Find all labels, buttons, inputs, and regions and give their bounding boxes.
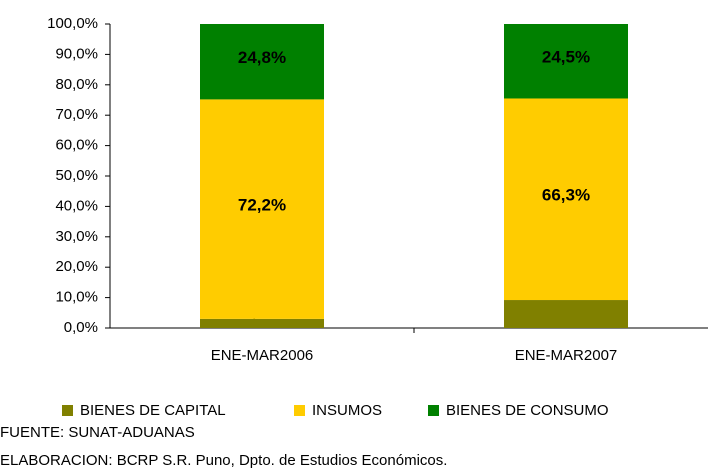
- y-tick-label: 80,0%: [55, 76, 98, 93]
- source-note: FUENTE: SUNAT-ADUANAS: [0, 424, 195, 441]
- y-tick-label: 70,0%: [55, 106, 98, 123]
- bar-segment: [200, 318, 324, 328]
- legend-swatch: [428, 405, 439, 416]
- bar-segment: [504, 24, 628, 99]
- y-tick-label: 40,0%: [55, 197, 98, 214]
- data-label: 24,5%: [542, 48, 590, 67]
- y-tick-label: 100,0%: [47, 15, 98, 32]
- credit-note: ELABORACION: BCRP S.R. Puno, Dpto. de Es…: [0, 452, 447, 469]
- legend-label: BIENES DE CONSUMO: [446, 402, 609, 419]
- bar-segment: [504, 300, 628, 328]
- data-label: 72,2%: [238, 196, 286, 215]
- y-tick-label: 10,0%: [55, 289, 98, 306]
- data-label: 66,3%: [542, 186, 590, 205]
- bar-segment: [200, 24, 324, 100]
- y-tick-label: 60,0%: [55, 137, 98, 154]
- x-tick-label: ENE-MAR2007: [515, 347, 618, 364]
- legend-swatch: [62, 405, 73, 416]
- bar-segment: [200, 99, 324, 319]
- legend-swatch: [294, 405, 305, 416]
- data-label: 24,8%: [238, 48, 286, 67]
- legend-label: BIENES DE CAPITAL: [80, 402, 226, 419]
- y-tick-label: 20,0%: [55, 258, 98, 275]
- bar-segment: [504, 98, 628, 301]
- y-tick-label: 30,0%: [55, 228, 98, 245]
- y-tick-label: 50,0%: [55, 167, 98, 184]
- y-tick-label: 0,0%: [64, 319, 98, 336]
- x-tick-label: ENE-MAR2006: [211, 347, 314, 364]
- legend-label: INSUMOS: [312, 402, 382, 419]
- y-tick-label: 90,0%: [55, 45, 98, 62]
